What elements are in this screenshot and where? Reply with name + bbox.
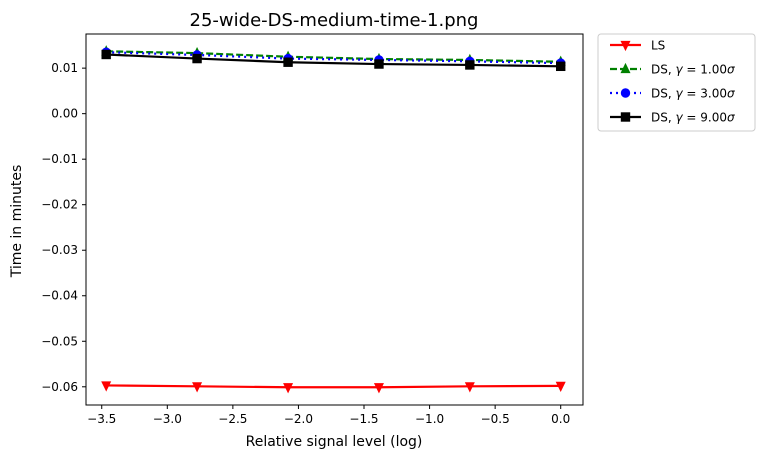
series-line	[106, 53, 561, 68]
data-point	[555, 381, 566, 393]
y-tick-label: 0.00	[51, 107, 78, 121]
legend-marker	[620, 40, 631, 52]
legend-marker	[620, 88, 631, 98]
legend-label: DS, γ = 1.00σ	[651, 63, 735, 77]
y-tick-label: −0.04	[41, 289, 78, 303]
y-axis: 0.01 0.00 −0.01 −0.02 −0.03 −0.04 −0.05 −0.06	[41, 61, 86, 394]
legend-item-300: DS, γ = 3.00σ	[610, 87, 735, 101]
y-axis-label: Time in minutes	[9, 165, 25, 279]
data-point	[192, 382, 203, 393]
x-tick-label: −3.0	[153, 412, 182, 426]
data-point	[283, 57, 293, 67]
legend-item-100: DS, γ = 1.00σ	[610, 63, 735, 77]
data-point	[101, 381, 112, 392]
legend: LS DS, γ = 1.00σ DS, γ = 3.00σ DS, γ = 9.00…	[597, 33, 756, 132]
y-tick-label: −0.06	[41, 380, 78, 394]
legend-label: LS	[651, 39, 665, 53]
data-point	[373, 383, 384, 394]
x-tick-label: −2.5	[218, 412, 247, 426]
series-line	[106, 384, 561, 389]
x-tick-label: −1.5	[349, 412, 378, 426]
x-tick-label: −2.0	[284, 412, 313, 426]
x-tick-label: −0.5	[481, 412, 510, 426]
plot-area	[101, 45, 566, 394]
data-point	[192, 53, 202, 64]
legend-box	[597, 33, 756, 132]
legend-label: DS, γ = 9.00σ	[651, 111, 735, 125]
x-tick-label: 0.0	[551, 412, 570, 426]
chart-title: 25-wide-DS-medium-time-1.png	[190, 10, 479, 31]
y-tick-label: 0.01	[51, 61, 78, 75]
y-tick-label: −0.02	[41, 198, 78, 212]
data-point	[464, 382, 475, 393]
data-point	[283, 383, 294, 394]
y-tick-label: −0.03	[41, 243, 78, 257]
data-point	[101, 49, 111, 60]
x-tick-label: −3.5	[87, 412, 116, 426]
data-point	[374, 59, 384, 69]
series-line	[106, 50, 561, 63]
x-axis-label: Relative signal level (log)	[246, 434, 423, 450]
x-axis: −3.5 −3.0 −2.5 −2.0 −1.5 −1.0 −0.5 0.0	[87, 405, 570, 426]
y-tick-label: −0.01	[41, 152, 78, 166]
x-tick-label: −1.0	[415, 412, 444, 426]
legend-marker	[620, 112, 631, 122]
series-900	[101, 49, 566, 72]
y-tick-label: −0.05	[41, 334, 78, 348]
legend-item-900: DS, γ = 9.00σ	[610, 111, 735, 125]
legend-item-ls: LS	[610, 39, 665, 53]
data-point	[465, 60, 475, 70]
series-line	[106, 51, 561, 65]
legend-marker	[620, 62, 631, 74]
data-point	[556, 61, 566, 72]
legend-label: DS, γ = 3.00σ	[651, 87, 735, 101]
series-ls	[101, 381, 566, 394]
plot-frame	[85, 33, 584, 406]
